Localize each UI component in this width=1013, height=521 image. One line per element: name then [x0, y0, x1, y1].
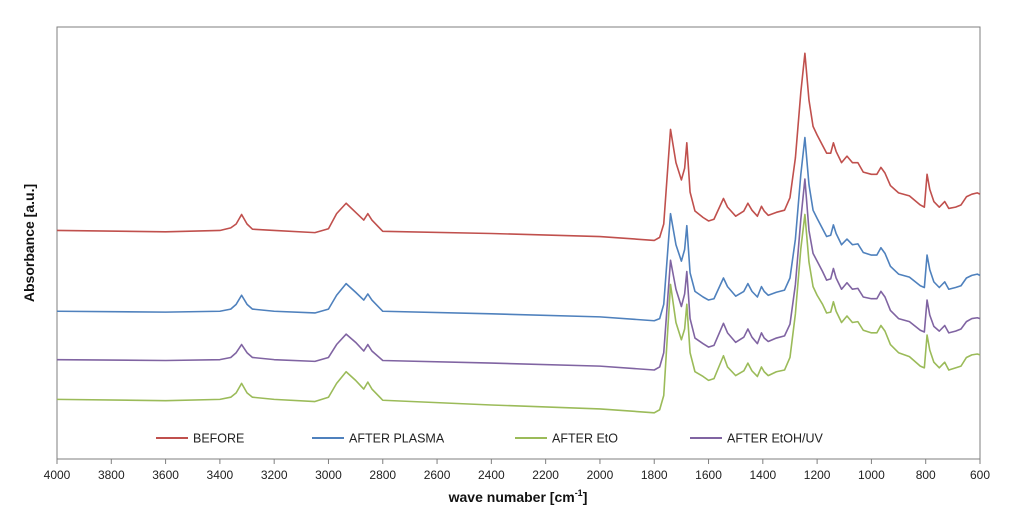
- x-tick-label: 1200: [804, 468, 831, 482]
- x-tick-label: 3400: [207, 468, 234, 482]
- x-tick-label: 2600: [424, 468, 451, 482]
- x-tick-label: 2000: [587, 468, 614, 482]
- legend-label: BEFORE: [193, 432, 244, 446]
- x-tick-label: 3200: [261, 468, 288, 482]
- x-tick-label: 1400: [749, 468, 776, 482]
- x-tick-label: 2800: [369, 468, 396, 482]
- x-tick-label: 2200: [532, 468, 559, 482]
- legend-item: AFTER PLASMA: [312, 432, 445, 446]
- legend-item: AFTER EtO: [515, 432, 618, 446]
- x-tick-label: 800: [916, 468, 936, 482]
- x-axis-ticks: 4000 3800 3600 3400 3200 3000 2800 2600 2400 2200…: [44, 459, 990, 482]
- legend: BEFORE AFTER PLASMA AFTER EtO AFTER EtOH/UV: [156, 432, 824, 446]
- series-line-after-etoh-uv: [56, 178, 981, 371]
- x-tick-label: 3800: [98, 468, 125, 482]
- x-tick-label: 1800: [641, 468, 668, 482]
- x-tick-label: 600: [970, 468, 990, 482]
- x-tick-label: 4000: [44, 468, 71, 482]
- x-tick-label: 2400: [478, 468, 505, 482]
- x-axis-title: wave numaber [cm-1]: [448, 488, 588, 505]
- legend-label: AFTER EtOH/UV: [727, 432, 824, 446]
- series-line-after-eto: [56, 213, 981, 414]
- legend-label: AFTER EtO: [552, 432, 618, 446]
- x-axis-title-end: ]: [583, 489, 588, 505]
- x-axis: 4000 3800 3600 3400 3200 3000 2800 2600 2400 2200…: [44, 458, 990, 482]
- x-tick-label: 1600: [695, 468, 722, 482]
- legend-item: BEFORE: [156, 432, 244, 446]
- series-line-before: [56, 52, 981, 242]
- y-axis-title: Absorbance [a.u.]: [21, 184, 37, 302]
- x-axis-title-superscript: -1: [575, 488, 583, 498]
- legend-label: AFTER PLASMA: [349, 432, 445, 446]
- series-line-after-plasma: [56, 136, 981, 322]
- x-tick-label: 1000: [858, 468, 885, 482]
- x-tick-label: 3000: [315, 468, 342, 482]
- series-layer: [56, 52, 981, 414]
- x-tick-label: 3600: [152, 468, 179, 482]
- legend-item: AFTER EtOH/UV: [690, 432, 824, 446]
